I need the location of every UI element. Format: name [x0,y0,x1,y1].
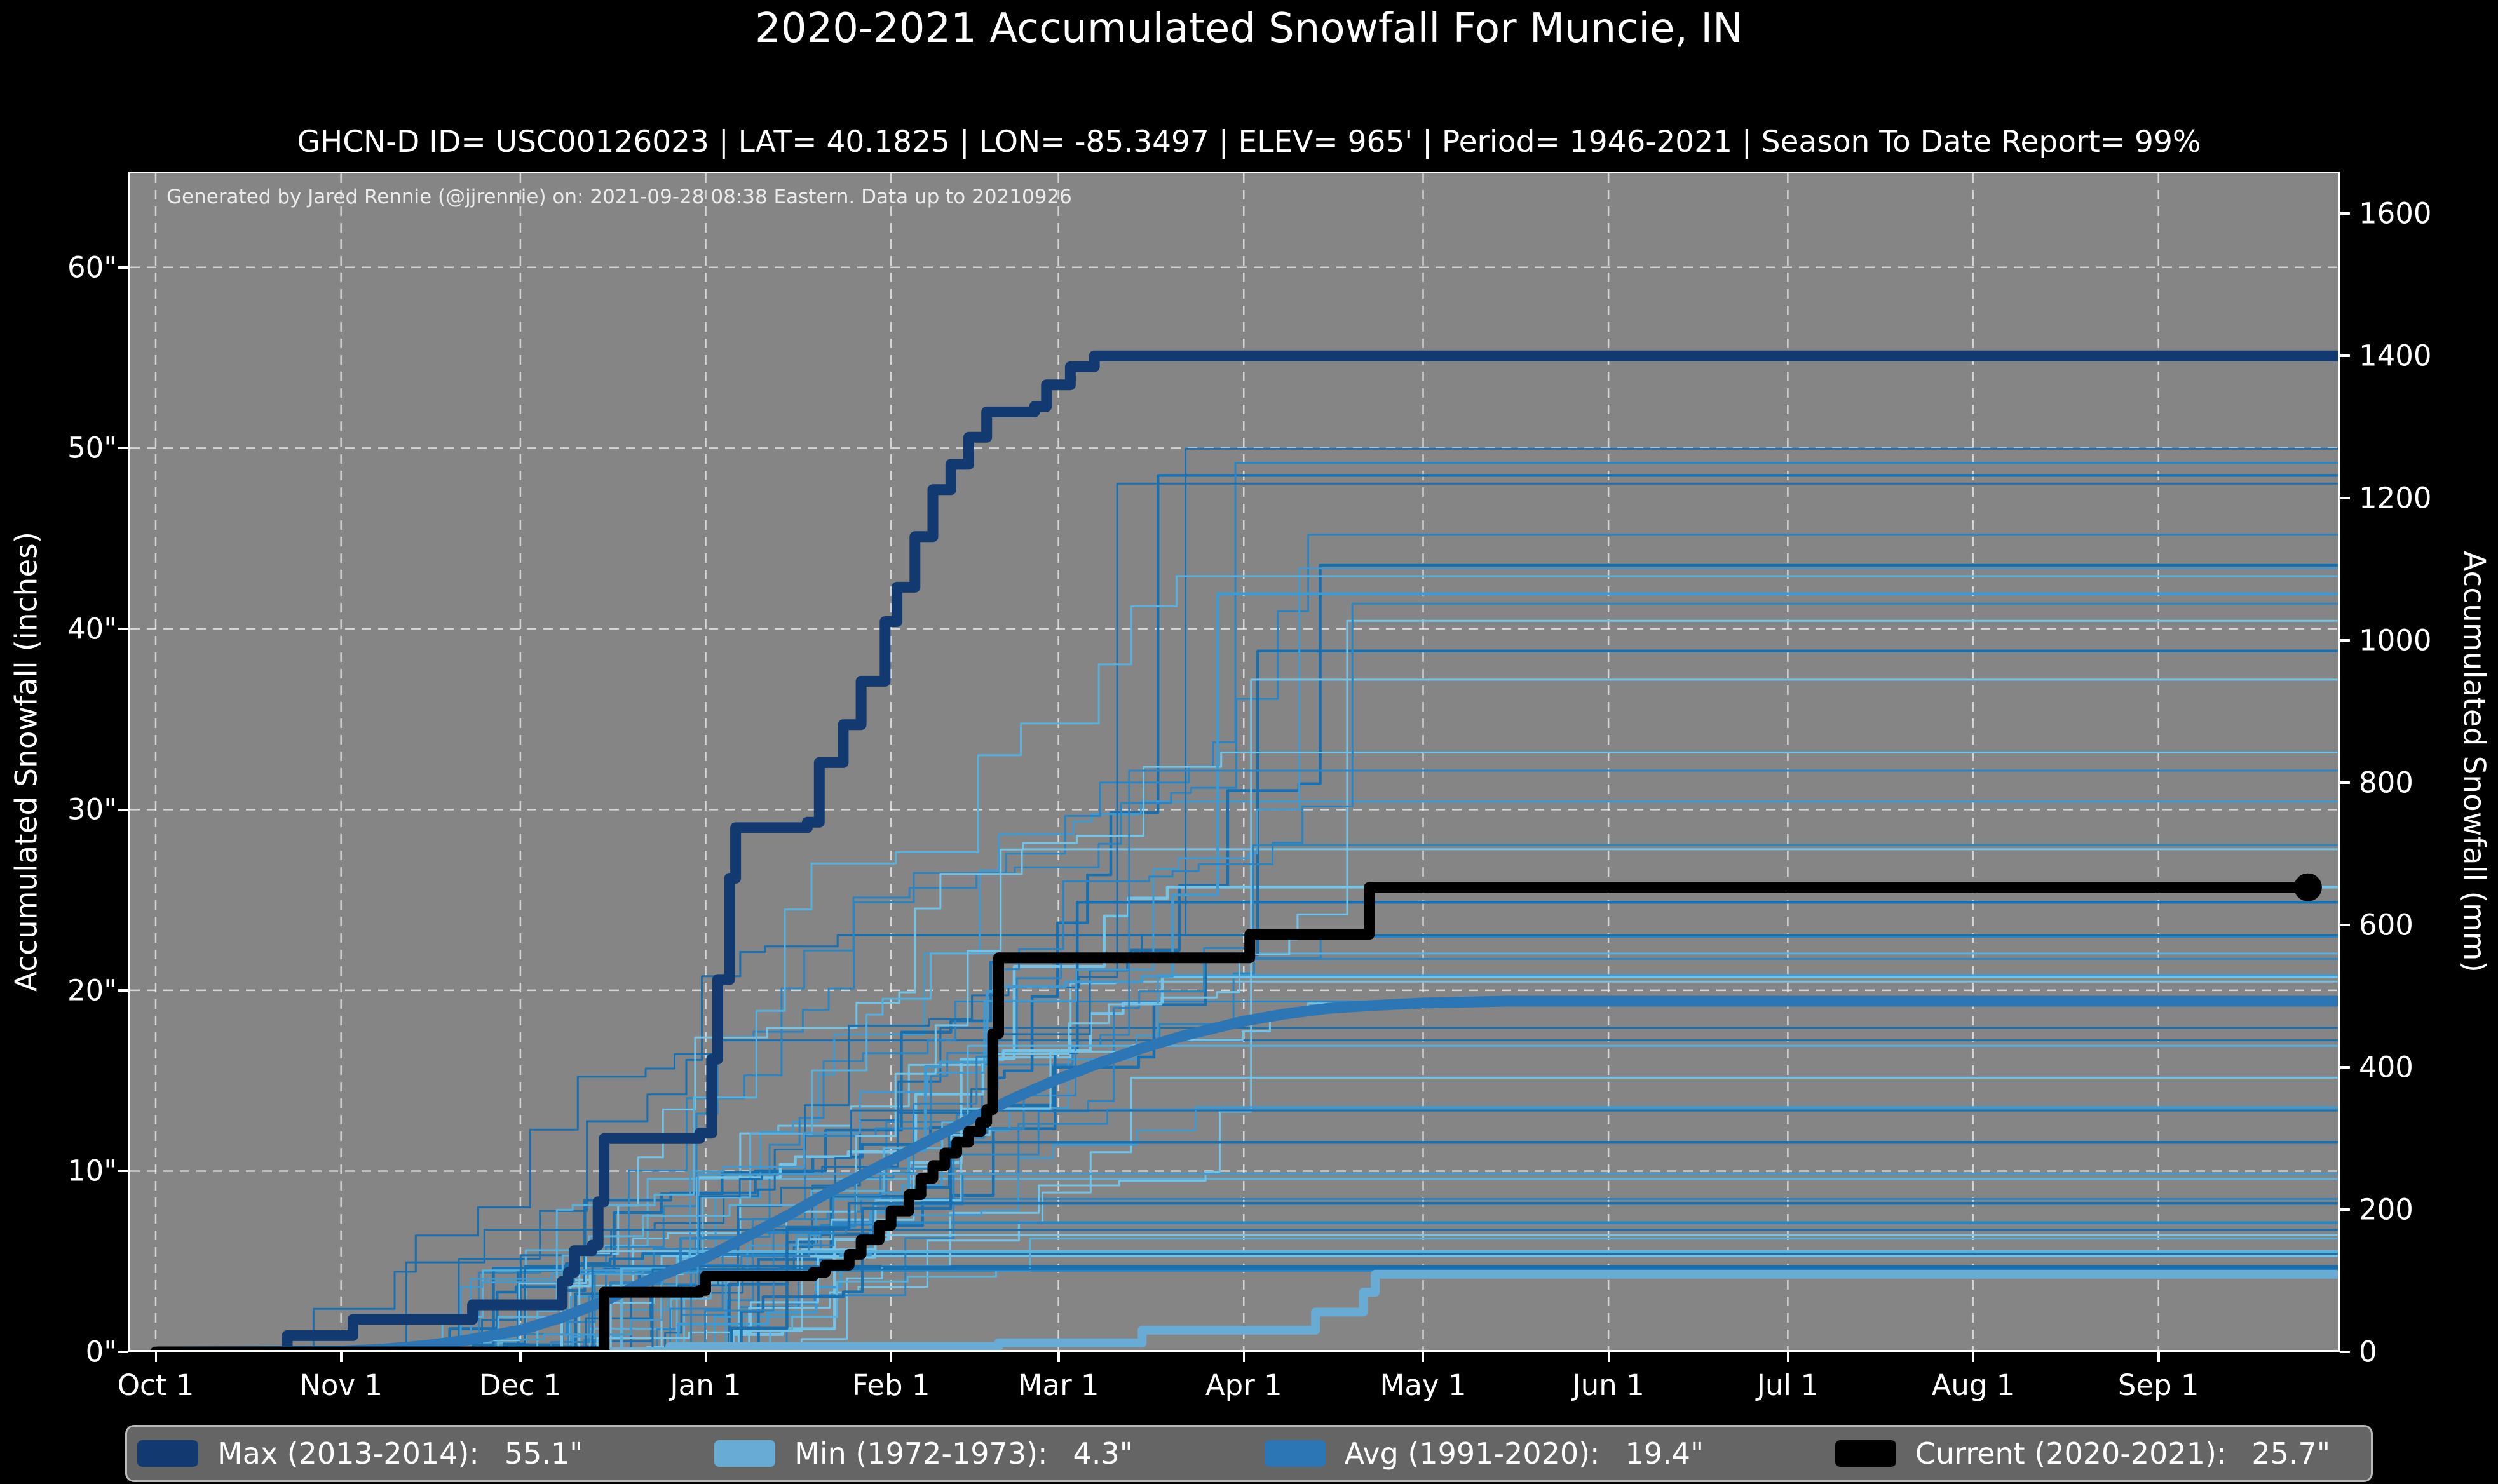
snowfall-chart [128,172,2340,1352]
legend-label: Current (2020-2021): [1915,1436,2227,1471]
series-max [150,350,2338,1351]
y-axis-label-mm: Accumulated Snowfall (mm) [2456,551,2492,973]
y-tick-mark-mm [2340,1208,2350,1211]
legend-swatch-icon [137,1440,198,1467]
legend-value: 19.4" [1625,1436,1704,1471]
legend-value: 25.7" [2251,1436,2330,1471]
plot-area [128,172,2340,1352]
y-tick-mark-inches [118,1351,128,1353]
x-tick-label: May 1 [1380,1368,1467,1402]
x-tick-mark [340,1352,343,1362]
x-tick-label: Mar 1 [1017,1368,1099,1402]
station-subtitle: GHCN-D ID= USC00126023 | LAT= 40.1825 | … [297,125,2201,159]
y-tick-mark-mm [2340,354,2350,357]
legend-value: 4.3" [1073,1436,1133,1471]
current-endpoint-dot [2293,873,2322,901]
x-tick-label: Oct 1 [117,1368,194,1402]
x-tick-label: Nov 1 [299,1368,383,1402]
x-tick-label: Jun 1 [1572,1368,1645,1402]
x-tick-label: Apr 1 [1205,1368,1282,1402]
y-tick-label-mm: 1000 [2359,623,2432,658]
legend-item-avg: Avg (1991-2020): 19.4" [1264,1436,1704,1471]
y-tick-label-mm: 1400 [2359,339,2432,373]
x-tick-label: Feb 1 [852,1368,930,1402]
page-title: 2020-2021 Accumulated Snowfall For Munci… [755,5,1743,52]
legend-value: 55.1" [504,1436,583,1471]
legend-label: Max (2013-2014): [217,1436,479,1471]
y-tick-mark-mm [2340,781,2350,784]
y-tick-label-mm: 600 [2359,908,2413,942]
plot-spines [128,172,2340,1352]
y-tick-label-inches: 60" [67,250,117,285]
y-tick-mark-inches [118,447,128,450]
x-tick-mark [1786,1352,1789,1362]
y-tick-mark-inches [118,808,128,811]
x-tick-mark [705,1352,707,1362]
x-tick-label: Dec 1 [479,1368,562,1402]
legend-swatch-icon [1835,1440,1896,1467]
series-current [150,882,2314,1351]
legend-item-max: Max (2013-2014): 55.1" [137,1436,583,1471]
x-tick-mark [2157,1352,2160,1362]
y-tick-mark-inches [118,989,128,992]
series-min [151,1269,2338,1351]
y-tick-label-mm: 0 [2359,1335,2377,1369]
y-tick-label-inches: 10" [67,1154,117,1188]
x-tick-mark [1242,1352,1246,1362]
y-tick-label-inches: 30" [67,792,117,826]
y-tick-mark-inches [118,1170,128,1173]
x-tick-label: Jul 1 [1756,1368,1819,1402]
x-tick-mark [890,1352,893,1362]
y-tick-label-mm: 1600 [2359,196,2432,231]
x-tick-mark [1607,1352,1610,1362]
legend-label: Avg (1991-2020): [1344,1436,1600,1471]
x-tick-label: Sep 1 [2117,1368,2199,1402]
y-tick-label-mm: 1200 [2359,481,2432,515]
x-tick-label: Jan 1 [670,1368,742,1402]
y-tick-mark-mm [2340,497,2350,499]
legend-swatch-icon [714,1440,776,1467]
y-tick-label-mm: 400 [2359,1050,2413,1084]
x-tick-label: Aug 1 [1931,1368,2015,1402]
x-tick-mark [154,1352,157,1362]
series-avg [150,995,2338,1351]
legend-item-min: Min (1972-1973): 4.3" [714,1436,1133,1471]
y-tick-mark-inches [118,628,128,630]
y-tick-label-mm: 800 [2359,766,2413,800]
y-tick-label-inches: 40" [67,612,117,646]
x-tick-mark [1422,1352,1425,1362]
y-tick-mark-inches [118,266,128,269]
chart-legend: Max (2013-2014): 55.1" Min (1972-1973): 4.3… [125,1425,2373,1482]
y-tick-label-inches: 0" [85,1335,117,1369]
attribution-text: Generated by Jared Rennie (@jjrennie) on… [166,186,1072,208]
legend-label: Min (1972-1973): [794,1436,1048,1471]
legend-swatch-icon [1264,1440,1326,1467]
x-tick-mark [1057,1352,1060,1362]
y-tick-label-inches: 20" [67,973,117,1008]
y-tick-mark-mm [2340,924,2350,926]
y-tick-mark-mm [2340,639,2350,642]
y-tick-mark-mm [2340,1351,2350,1353]
y-tick-label-inches: 50" [67,431,117,465]
main-series-lines [150,350,2338,1351]
legend-item-current: Current (2020-2021): 25.7" [1835,1436,2330,1471]
y-tick-mark-mm [2340,1066,2350,1069]
plot-background [129,172,2339,1351]
y-axis-label-inches: Accumulated Snowfall (inches) [9,531,44,992]
y-tick-mark-mm [2340,212,2350,215]
x-tick-mark [519,1352,522,1362]
x-tick-mark [1972,1352,1975,1362]
y-tick-label-mm: 200 [2359,1192,2413,1227]
